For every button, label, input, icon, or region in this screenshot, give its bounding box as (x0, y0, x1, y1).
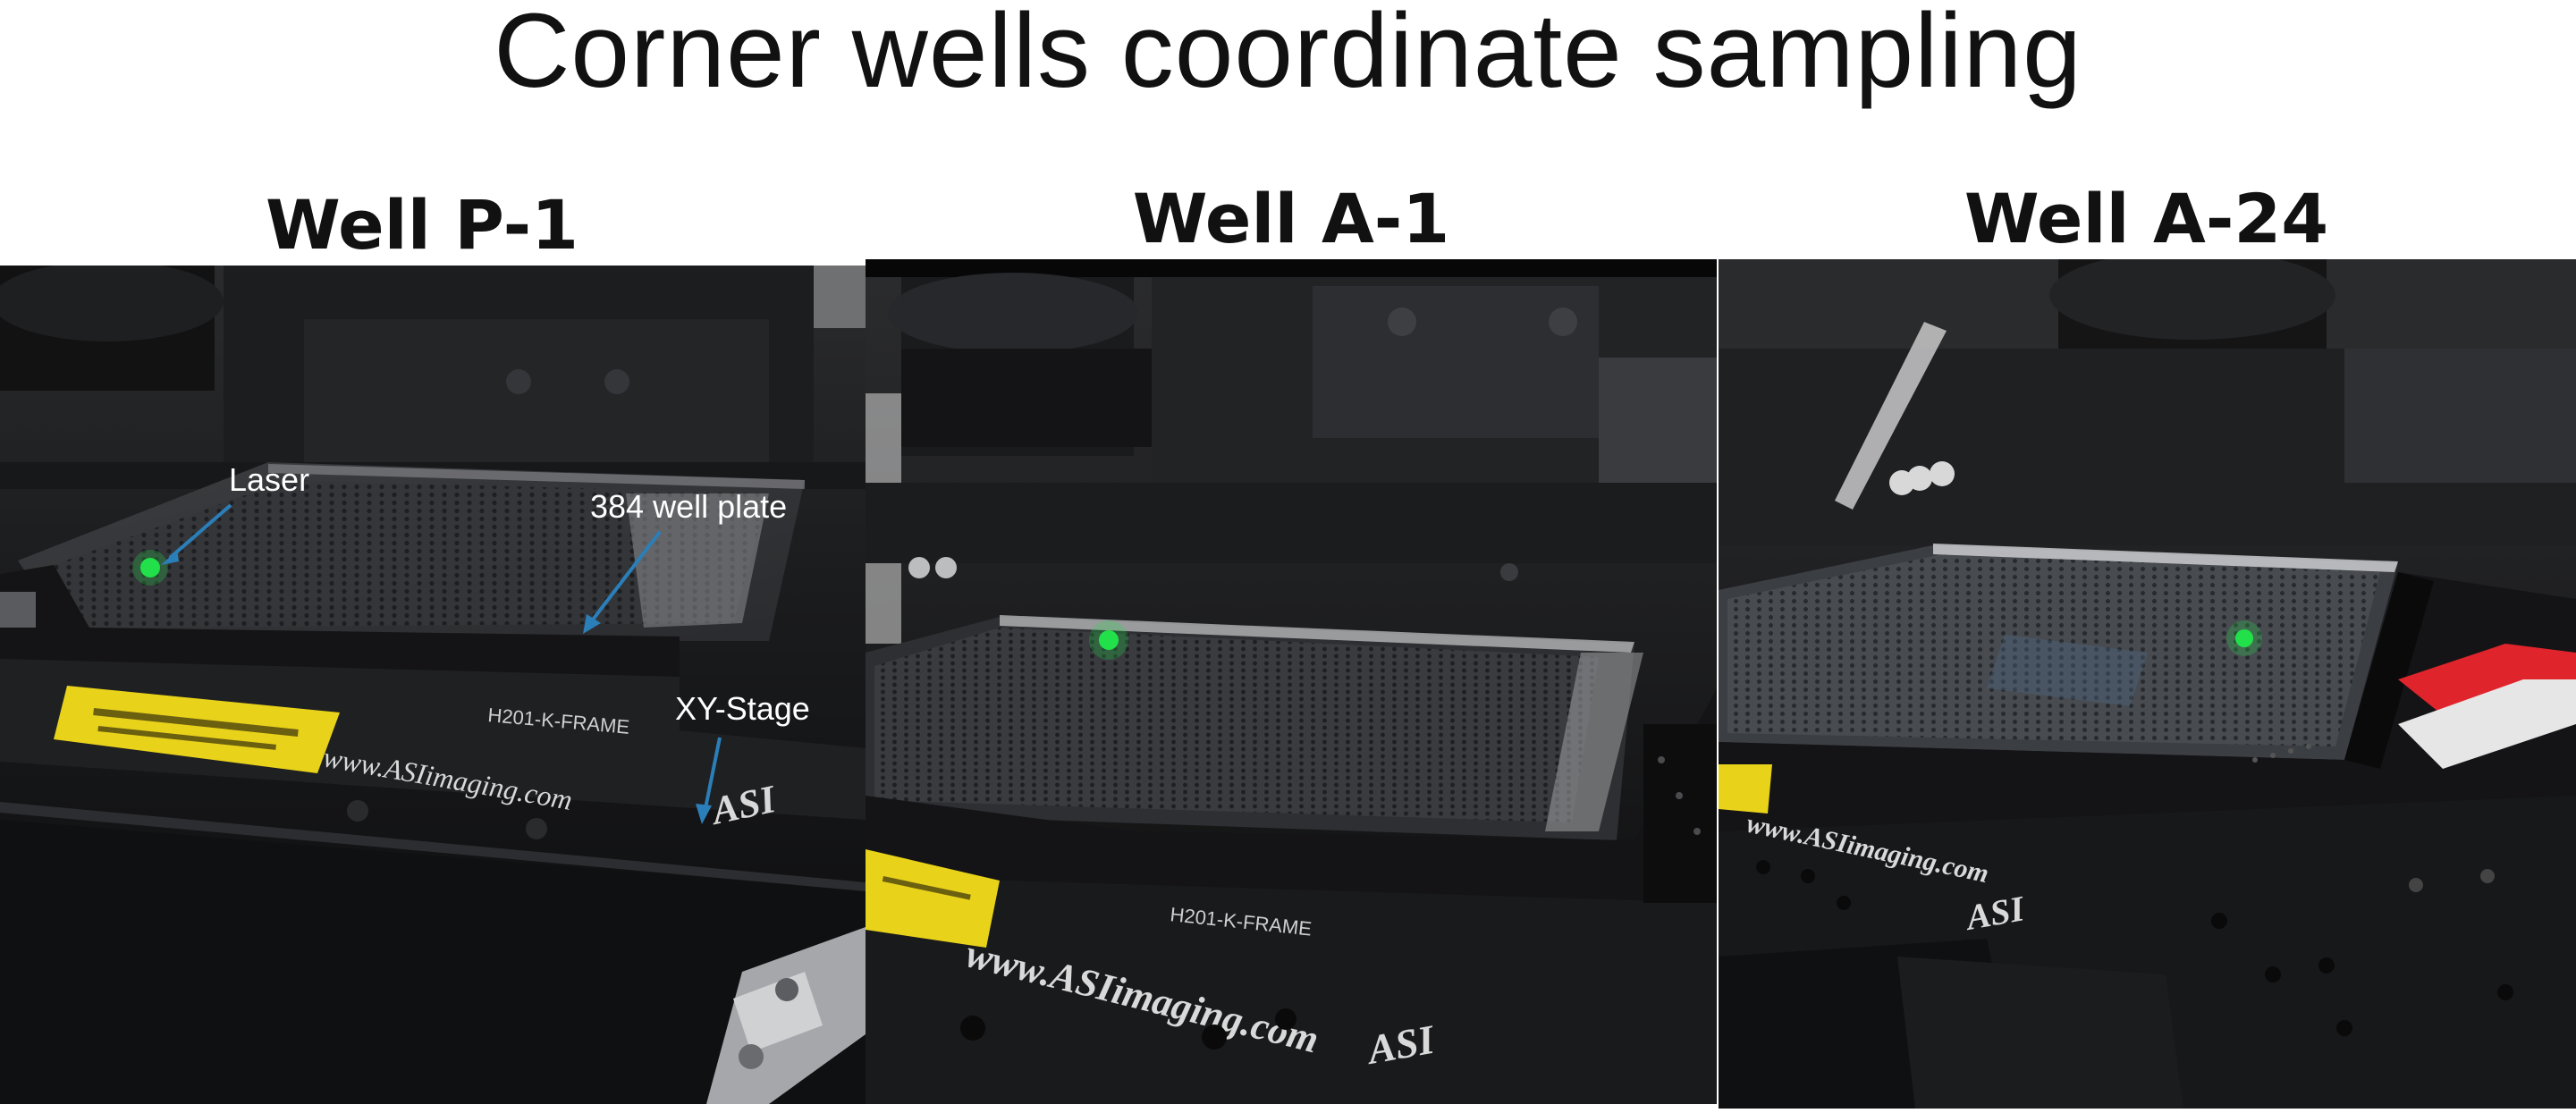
panel-title-well-p1: Well P-1 (265, 185, 579, 265)
arrow-laser (168, 503, 232, 560)
panel-title-well-a24: Well A-24 (1964, 179, 2329, 258)
laser-spot (140, 558, 160, 578)
slide-title: Corner wells coordinate sampling (494, 0, 2082, 110)
annotation-laser: Laser (229, 461, 309, 498)
arrow-stage (703, 737, 722, 814)
photo-well-a24: www.ASIimaging.com ASI (1719, 259, 2576, 1109)
photo-well-a1-scene: H201-K-FRAME www.ASIimaging.com ASI (866, 259, 1717, 1104)
photo-well-p1: H201-K-FRAME www.ASIimaging.com ASI Lase… (0, 266, 866, 1104)
arrow-plate (588, 530, 662, 625)
warning-label (866, 849, 1000, 948)
annotation-stage: XY-Stage (675, 690, 810, 727)
warning-label (54, 686, 340, 773)
photo-well-a1: H201-K-FRAME www.ASIimaging.com ASI (866, 259, 1717, 1104)
photo-well-a24-scene: www.ASIimaging.com ASI (1719, 259, 2576, 1109)
panel-title-well-a1: Well A-1 (1132, 179, 1450, 258)
photo-well-p1-scene: H201-K-FRAME www.ASIimaging.com ASI Lase… (0, 266, 866, 1104)
laser-spot (1099, 630, 1119, 650)
laser-spot (2235, 629, 2253, 647)
annotation-plate: 384 well plate (590, 488, 787, 525)
warning-label (1719, 764, 1772, 814)
